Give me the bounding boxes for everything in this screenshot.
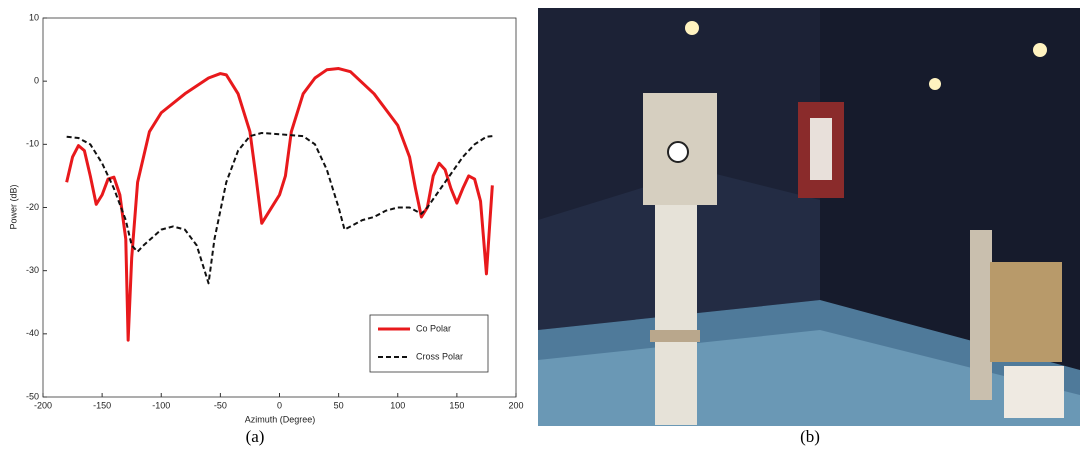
y-tick-label: -10 xyxy=(26,139,39,149)
figure: Power (dB) Azimuth (Degree) (a) (b) 100-… xyxy=(0,0,1082,449)
y-tick-label: -30 xyxy=(26,265,39,275)
y-axis-label: Power (dB) xyxy=(8,184,18,229)
x-tick-label: -150 xyxy=(93,400,111,410)
x-tick-label: -50 xyxy=(214,400,227,410)
photo xyxy=(538,8,1080,426)
x-tick-label: 200 xyxy=(508,400,523,410)
x-tick-label: -200 xyxy=(34,400,52,410)
caption: (a) xyxy=(246,427,265,446)
y-tick-label: 0 xyxy=(34,76,39,86)
x-tick-label: 150 xyxy=(449,400,464,410)
x-tick-label: 50 xyxy=(334,400,344,410)
legend-label: Cross Polar xyxy=(416,351,463,361)
y-tick-label: 10 xyxy=(29,12,39,22)
caption: (b) xyxy=(800,427,820,446)
legend-label: Co Polar xyxy=(416,323,451,333)
x-tick-label: 0 xyxy=(277,400,282,410)
x-tick-label: -100 xyxy=(152,400,170,410)
x-tick-label: 100 xyxy=(390,400,405,410)
y-tick-label: -20 xyxy=(26,202,39,212)
y-tick-label: -40 xyxy=(26,328,39,338)
x-axis-label: Azimuth (Degree) xyxy=(245,414,316,424)
